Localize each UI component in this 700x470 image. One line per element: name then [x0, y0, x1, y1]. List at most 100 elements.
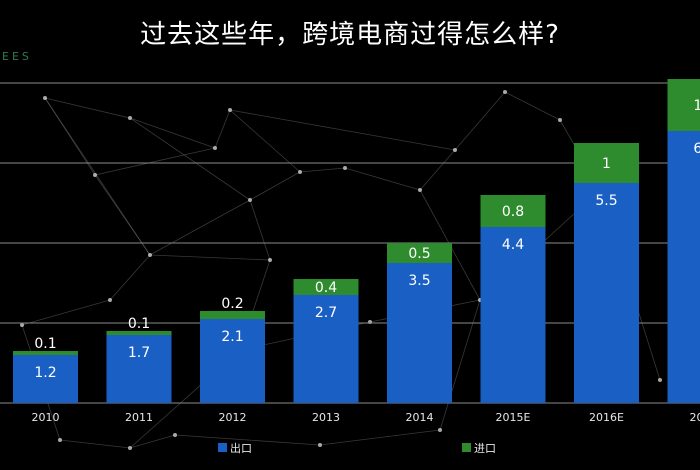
network-node	[128, 116, 132, 120]
network-node	[558, 118, 562, 122]
chart-title: 过去这些年，跨境电商过得怎么样?	[140, 20, 560, 50]
network-link	[249, 199, 271, 261]
data-label-export: 6.	[693, 141, 700, 157]
data-label-import: 0.2	[221, 296, 243, 312]
x-tick-label: 2011	[125, 411, 153, 424]
data-label-import: 0.8	[502, 204, 524, 220]
x-tick-label: 2013	[312, 411, 340, 424]
network-link	[504, 91, 561, 121]
bar-import-2014	[387, 243, 452, 263]
network-link	[129, 117, 251, 201]
network-link	[419, 149, 456, 191]
network-link	[44, 97, 151, 256]
network-node	[453, 148, 457, 152]
network-link	[94, 147, 216, 176]
bar-export-2016E	[574, 183, 639, 403]
network-link	[299, 167, 346, 173]
brand-watermark: EES	[2, 50, 32, 63]
legend-label-import: 进口	[474, 442, 496, 455]
bar-import-2013	[293, 279, 359, 295]
network-node	[173, 433, 177, 437]
bar-export-2013	[293, 295, 359, 403]
x-tick-label: 2010	[32, 411, 60, 424]
bar-export-2015E	[480, 227, 546, 403]
bar-export-2017E	[667, 131, 700, 403]
bar-export-2014	[387, 263, 452, 403]
bar-import-2015E	[480, 195, 546, 227]
bar-import-2012	[200, 311, 265, 319]
data-label-export: 4.4	[502, 237, 524, 253]
network-node	[43, 96, 47, 100]
network-node	[298, 170, 302, 174]
network-node	[438, 428, 442, 432]
bar-export-2010	[13, 355, 78, 403]
legend-swatch-import	[462, 443, 471, 452]
bar-export-2011	[106, 335, 172, 403]
x-tick-label: 2014	[406, 411, 434, 424]
network-node	[248, 198, 252, 202]
legend: 出口 进口	[218, 441, 496, 455]
data-label-import: 1.	[693, 98, 700, 114]
network-link	[59, 439, 131, 449]
network-link	[439, 299, 481, 431]
network-link	[129, 434, 176, 449]
legend-swatch-export	[218, 443, 227, 452]
network-node	[318, 443, 322, 447]
data-label-import: 0.1	[128, 316, 150, 332]
data-label-import: 0.4	[315, 280, 337, 296]
bar-import-2016E	[574, 143, 639, 183]
network-link	[214, 109, 231, 149]
bar-group: 1.2 0.1 1.7 0.1 2.1 0.2 2.7 0.4 3.5 0.5 4.4 0.8 5.5 1…	[13, 79, 700, 403]
x-tick-label: 201	[690, 411, 700, 424]
data-label-export: 1.7	[128, 345, 150, 361]
network-link	[149, 199, 251, 256]
network-link	[229, 109, 456, 151]
network-node	[228, 108, 232, 112]
network-node	[503, 90, 507, 94]
x-tick-label: 2012	[219, 411, 247, 424]
network-node	[128, 446, 132, 450]
bar-export-2012	[200, 319, 265, 403]
bar-import-2010	[13, 351, 78, 355]
x-tick-label: 2016E	[589, 411, 624, 424]
data-label-export: 1.2	[34, 365, 56, 381]
network-link	[109, 254, 151, 301]
network-link	[149, 254, 271, 261]
network-node	[108, 298, 112, 302]
network-link	[454, 91, 506, 151]
network-node	[213, 146, 217, 150]
network-link	[44, 97, 96, 176]
network-link	[94, 174, 151, 256]
network-node	[658, 378, 662, 382]
network-link	[129, 117, 216, 149]
x-tick-label: 2015E	[496, 411, 531, 424]
network-link	[249, 171, 301, 201]
network-node	[343, 166, 347, 170]
legend-label-export: 出口	[230, 441, 252, 455]
network-link	[319, 429, 441, 446]
bar-import-2017E	[667, 79, 700, 131]
data-label-export: 2.1	[221, 329, 243, 345]
network-link	[44, 97, 131, 119]
background-network-decoration	[20, 90, 662, 450]
data-label-export: 2.7	[315, 305, 337, 321]
network-link	[344, 167, 421, 191]
data-label-import: 1	[602, 156, 611, 172]
network-node	[268, 258, 272, 262]
network-link	[229, 109, 301, 173]
x-axis-ticks: 2010 2011 2012 2013 2014 2015E 2016E 201	[32, 411, 700, 424]
data-label-import: 0.1	[34, 336, 56, 352]
data-label-import: 0.5	[408, 246, 430, 262]
network-link	[174, 434, 321, 446]
bar-import-2011	[106, 331, 172, 335]
data-label-export: 3.5	[408, 273, 430, 289]
network-node	[20, 323, 24, 327]
network-link	[21, 299, 111, 326]
data-label-export: 5.5	[595, 193, 617, 209]
network-node	[418, 188, 422, 192]
network-node	[148, 253, 152, 257]
network-node	[58, 438, 62, 442]
network-node	[93, 173, 97, 177]
